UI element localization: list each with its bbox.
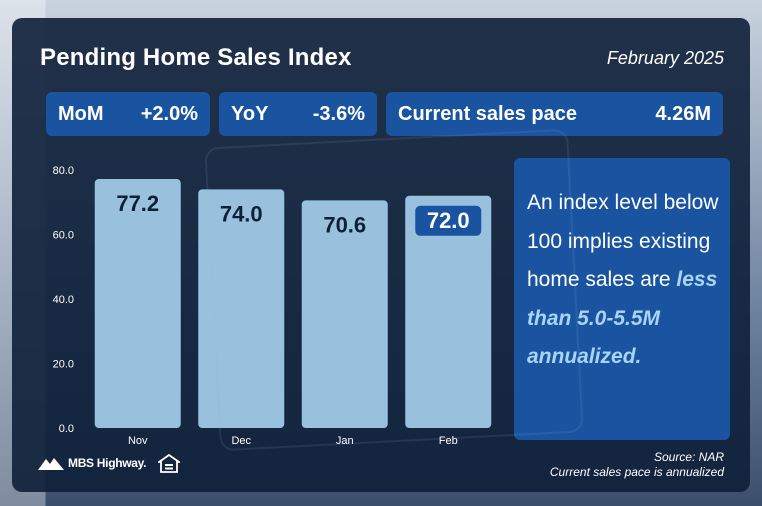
bar-value-label: 74.0 <box>220 201 263 226</box>
y-tick-label: 40.0 <box>53 294 74 306</box>
y-tick-label: 80.0 <box>53 165 74 177</box>
sales-pace-label: Current sales pace <box>398 102 577 125</box>
equal-housing-icon <box>158 454 180 473</box>
bar-value-label: 72.0 <box>427 208 470 233</box>
bar-chart-svg: 0.0 20.0 40.0 60.0 80.0 77.2 Nov 74.0 Dec 70.6 Jan… <box>53 165 492 447</box>
bar-value-label: 77.2 <box>116 191 159 216</box>
bar <box>198 189 285 428</box>
mom-label: MoM <box>58 102 104 125</box>
callout-highlight: less than 5.0-5.5M annualized. <box>527 268 718 368</box>
y-tick-label: 0.0 <box>59 423 74 435</box>
yoy-label: YoY <box>231 102 269 125</box>
bar <box>94 179 181 428</box>
x-tick-label: Jan <box>336 435 354 447</box>
bar-chart: 0.0 20.0 40.0 60.0 80.0 77.2 Nov 74.0 Dec 70.6 Jan… <box>26 158 512 448</box>
sales-pace-value: 4.26M <box>655 102 711 125</box>
bar <box>301 200 388 428</box>
y-tick-label: 20.0 <box>53 359 74 371</box>
yoy-stat-badge: YoY -3.6% <box>219 92 377 136</box>
highlighted-label-bg <box>415 205 482 236</box>
logo-text: MBS Highway. <box>68 456 147 470</box>
source-note: Source: NAR Current sales pace is annual… <box>550 450 724 480</box>
source-text: Source: NAR <box>653 450 724 464</box>
mom-value: +2.0% <box>140 102 198 125</box>
x-tick-label: Feb <box>439 435 458 447</box>
report-date: February 2025 <box>606 48 724 68</box>
infographic-card: Pending Home Sales Index February 2025 M… <box>12 18 750 492</box>
bar <box>405 195 492 428</box>
mountain-icon <box>38 458 64 470</box>
annualized-note: Current sales pace is annualized <box>549 465 724 479</box>
page-title: Pending Home Sales Index <box>40 44 352 71</box>
bar-value-label: 70.6 <box>323 212 366 237</box>
x-tick-label: Nov <box>128 435 148 447</box>
y-tick-label: 60.0 <box>53 230 74 242</box>
x-tick-label: Dec <box>231 435 251 447</box>
callout-panel: An index level below 100 implies existin… <box>514 158 730 440</box>
callout-text: An index level below 100 implies existin… <box>527 191 719 291</box>
yoy-value: -3.6% <box>312 102 365 125</box>
mbs-highway-logo: MBS Highway. <box>38 456 146 470</box>
mom-stat-badge: MoM +2.0% <box>46 92 210 136</box>
sales-pace-stat-badge: Current sales pace 4.26M <box>386 92 723 136</box>
